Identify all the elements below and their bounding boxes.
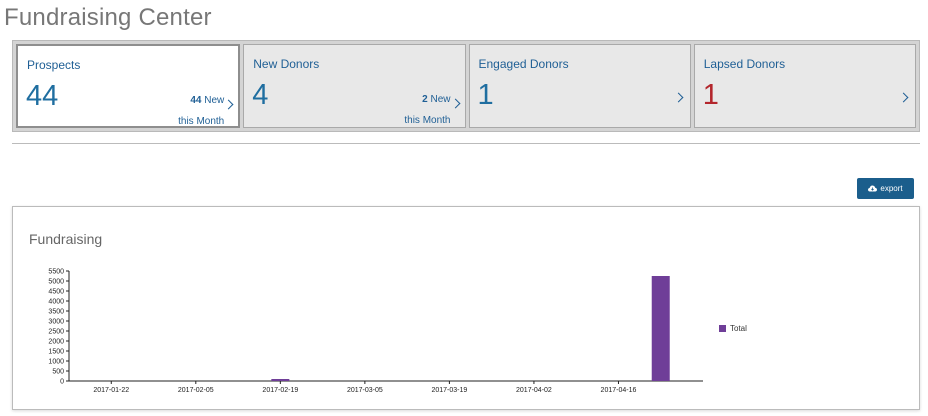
divider (12, 143, 920, 144)
card-new-donors[interactable]: New Donors 4 2 New this Month (243, 44, 466, 131)
card-new-this-month[interactable]: 2 New this Month (404, 89, 450, 131)
fundraising-chart: 0 500 1000 1500 2000 2500 3000 3500 4000 4500 5000… (48, 269, 703, 394)
new-label: New (430, 94, 451, 105)
x-tick-label: 2017-04-16 (601, 387, 637, 394)
panel-title: Fundraising (29, 231, 103, 247)
new-count: 2 (422, 94, 428, 105)
card-count: 4 (252, 79, 269, 111)
y-tick-label: 4000 (48, 299, 64, 306)
x-tick-label: 2017-01-22 (93, 387, 129, 394)
x-tick-label: 2017-02-19 (262, 387, 298, 394)
page-title: Fundraising Center (4, 4, 212, 31)
card-label: Engaged Donors (478, 57, 569, 71)
x-tick-label: 2017-03-19 (431, 387, 467, 394)
y-tick-label: 5000 (48, 279, 64, 286)
this-month-label: this Month (404, 115, 451, 126)
chevron-right-icon[interactable] (898, 92, 909, 103)
cloud-download-icon (868, 185, 878, 192)
chevron-right-icon[interactable] (450, 98, 460, 109)
y-tick-label: 3500 (48, 309, 64, 316)
y-tick-label: 2000 (48, 339, 64, 346)
bar (271, 379, 290, 381)
y-tick-label: 5500 (48, 269, 64, 276)
chevron-right-icon[interactable] (223, 99, 234, 110)
bar (651, 276, 670, 381)
card-engaged-donors[interactable]: Engaged Donors 1 (468, 44, 691, 128)
legend-swatch (719, 325, 726, 332)
y-tick-label: 4500 (48, 289, 64, 296)
x-tick-label: 2017-04-02 (516, 387, 552, 394)
legend-label: Total (730, 324, 747, 333)
summary-cards: Prospects 44 44 New this Month New Donor… (12, 40, 920, 132)
card-count: 1 (477, 79, 494, 111)
chart-legend: Total (719, 324, 747, 333)
card-label: Lapsed Donors (703, 57, 786, 71)
y-tick-label: 1000 (48, 359, 64, 366)
card-lapsed-donors[interactable]: Lapsed Donors 1 (693, 44, 916, 128)
card-new-this-month[interactable]: 44 New this Month (178, 90, 224, 132)
y-tick-label: 0 (60, 379, 64, 386)
export-button[interactable]: export (857, 178, 914, 199)
y-tick-label: 500 (52, 369, 64, 376)
card-count: 1 (702, 79, 719, 111)
export-label: export (880, 184, 903, 193)
x-tick-label: 2017-03-05 (347, 387, 383, 394)
card-label: Prospects (27, 58, 81, 72)
this-month-label: this Month (178, 116, 225, 127)
chevron-right-icon[interactable] (673, 92, 684, 103)
fundraising-panel: Fundraising 0 500 1000 1500 2000 2500 3000 3500… (12, 206, 920, 410)
card-count: 44 (26, 80, 59, 112)
y-tick-label: 1500 (48, 349, 64, 356)
x-tick-label: 2017-02-05 (178, 387, 214, 394)
card-label: New Donors (253, 57, 320, 71)
y-tick-label: 2500 (48, 329, 64, 336)
new-label: New (204, 95, 225, 106)
new-count: 44 (190, 95, 202, 106)
y-tick-label: 3000 (48, 319, 64, 326)
card-prospects[interactable]: Prospects 44 44 New this Month (16, 44, 241, 128)
